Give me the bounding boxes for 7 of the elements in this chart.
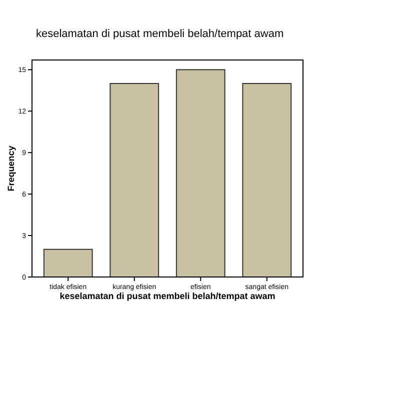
bar (43, 248, 93, 278)
bar (242, 82, 292, 278)
chart-title: keselamatan di pusat membeli belah/tempat awam (36, 28, 284, 40)
bar (176, 69, 226, 278)
x-axis-title: keselamatan di pusat membeli belah/tempat awam (60, 291, 276, 301)
bar (110, 82, 160, 278)
y-axis-title: Frequency (6, 146, 16, 192)
